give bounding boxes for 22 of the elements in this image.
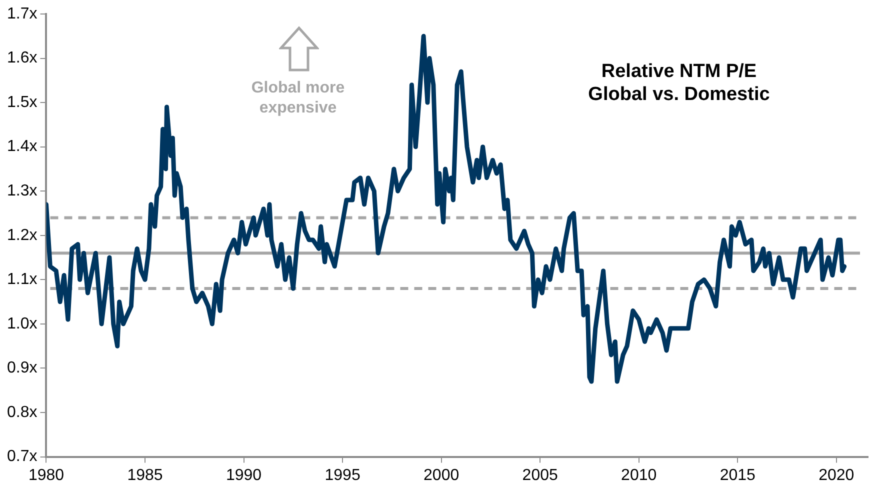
x-tick-label: 2005 [522,466,558,484]
x-tick-label: 2000 [424,466,460,484]
x-tick-label: 1990 [226,466,262,484]
x-tick-label: 1985 [127,466,163,484]
y-tick-label: 0.7x [6,448,38,466]
y-tick-label: 1.4x [6,138,38,156]
y-tick-label: 0.9x [6,360,38,377]
x-tick-label: 1980 [28,466,64,484]
annotation: Global more expensive [251,79,345,116]
x-tick-label: 2015 [720,466,756,484]
x-tick-label: 2010 [621,466,657,484]
y-tick-label: 1.2x [6,226,38,244]
text: Relative NTM P/E Global vs. Domestic [588,61,770,106]
x-tick-label: 2020 [818,466,854,484]
x-tick-label: 1995 [324,466,360,484]
y-tick-label: 1.5x [6,94,38,111]
y-tick-label: 1.7x [6,5,38,22]
y-tick-label: 0.8x [6,404,38,421]
y-tick-label: 1.0x [6,315,38,332]
y-tick-label: 1.1x [6,271,38,288]
y-tick-label: 1.3x [6,182,38,200]
y-tick-label: 1.6x [6,50,38,67]
